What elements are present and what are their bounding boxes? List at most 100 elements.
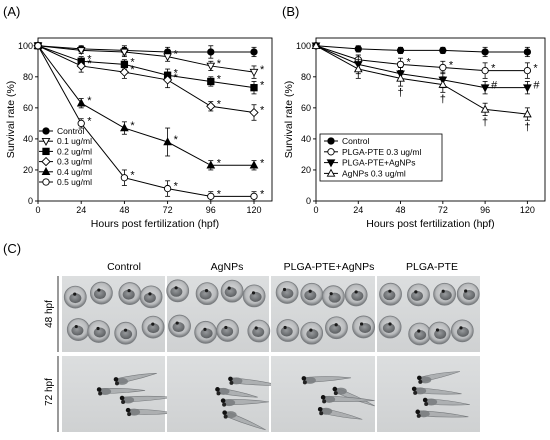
larva-yolk <box>128 408 141 416</box>
x-tick-label: 72 <box>438 205 448 215</box>
data-point <box>206 101 216 111</box>
larva-eye <box>113 377 119 382</box>
larva-body <box>226 411 266 431</box>
series-line <box>315 45 528 53</box>
legend-entry: Control <box>342 136 370 146</box>
eye-spot <box>97 288 101 292</box>
series-line <box>315 45 528 89</box>
eye-spot <box>417 329 421 333</box>
legend-entry: PLGA-PTE+AgNPs <box>342 158 415 168</box>
x-tick-label: 96 <box>206 205 216 215</box>
eye-spot <box>388 289 392 293</box>
photo-48hpf <box>166 276 271 352</box>
series-line <box>37 45 255 73</box>
significance-mark: † <box>482 117 488 129</box>
yolk <box>414 329 427 340</box>
eye-spot <box>227 286 231 290</box>
yolk <box>122 289 135 300</box>
eye-spot <box>354 290 358 294</box>
eye-spot <box>309 328 313 332</box>
photo-48hpf <box>271 276 375 352</box>
photo-bg <box>271 356 375 432</box>
x-tick-label: 120 <box>520 205 535 215</box>
larva-yolk <box>217 387 230 395</box>
yolk <box>71 325 84 336</box>
significance-mark: * <box>449 59 454 71</box>
larva-eye <box>96 387 102 392</box>
photo-72hpf <box>62 356 176 432</box>
data-point <box>120 123 129 132</box>
x-tick-label: 24 <box>353 205 363 215</box>
data-point <box>523 48 532 56</box>
eye-spot <box>283 325 287 330</box>
data-point <box>396 60 405 69</box>
eye-spot <box>74 324 78 329</box>
legend-entry: Control <box>57 126 85 136</box>
yolk <box>252 327 265 338</box>
significance-mark: * <box>260 105 265 117</box>
significance-mark: * <box>87 58 92 70</box>
yolk <box>382 323 395 334</box>
data-point <box>250 192 258 200</box>
larva-eye <box>220 398 226 403</box>
eye-spot <box>175 321 179 325</box>
photo-bg <box>62 356 165 432</box>
eye-spot <box>127 288 131 293</box>
legend-entry: PLGA-PTE 0.3 ug/ml <box>342 147 421 157</box>
x-tick-label: 48 <box>119 205 129 215</box>
larva-eye <box>223 414 228 419</box>
series-line <box>37 45 255 89</box>
series-line <box>315 45 528 72</box>
legend-entry: 0.4 ug/ml <box>57 167 92 177</box>
x-tick-label: 96 <box>480 205 490 215</box>
significance-mark: * <box>87 53 92 65</box>
yolk <box>143 292 156 303</box>
significance-mark: * <box>174 134 179 146</box>
eye-spot <box>282 287 287 292</box>
legend-marker <box>41 156 51 167</box>
yolk <box>304 290 317 301</box>
yolk <box>280 326 293 337</box>
yolk <box>410 290 423 301</box>
series: † † † † <box>311 41 532 133</box>
yolk <box>224 287 237 298</box>
yolk <box>147 323 160 334</box>
larva-eye <box>98 391 103 396</box>
significance-mark: * <box>174 72 179 84</box>
larva-eye <box>422 397 428 403</box>
legend-marker <box>327 148 335 156</box>
larva-eye <box>320 395 326 400</box>
y-axis-label: Survival rate (%) <box>283 81 295 159</box>
photo-48hpf <box>62 276 165 352</box>
eye-spot <box>151 322 155 326</box>
significance-mark: * <box>217 98 222 110</box>
larva-eye <box>416 413 421 418</box>
larva-eye <box>424 401 429 406</box>
plot-frame <box>315 37 546 202</box>
yolk <box>439 290 452 301</box>
larva-eye <box>332 386 338 392</box>
larva-eye <box>222 402 227 407</box>
yolk <box>69 293 82 304</box>
yolk <box>306 329 319 340</box>
data-point <box>76 61 86 71</box>
larva-eye <box>215 387 220 392</box>
photo-row-label-72hpf: 72 hpf <box>44 378 55 406</box>
significance-mark: * <box>491 63 496 75</box>
eye-spot <box>435 328 440 332</box>
series-line <box>37 45 254 53</box>
data-point <box>353 64 363 73</box>
larva-body <box>336 387 375 407</box>
photo-col-label-plga-pte: PLGA-PTE <box>406 261 458 273</box>
data-point <box>207 192 215 200</box>
x-tick-label: 48 <box>396 205 406 215</box>
series-line <box>37 45 254 197</box>
larva-yolk <box>223 399 236 407</box>
yolk <box>221 326 234 337</box>
larva-eye <box>114 381 119 386</box>
legend-entry: 0.3 ug/ml <box>57 157 92 167</box>
yolk <box>249 291 262 302</box>
legend-marker <box>41 137 51 146</box>
